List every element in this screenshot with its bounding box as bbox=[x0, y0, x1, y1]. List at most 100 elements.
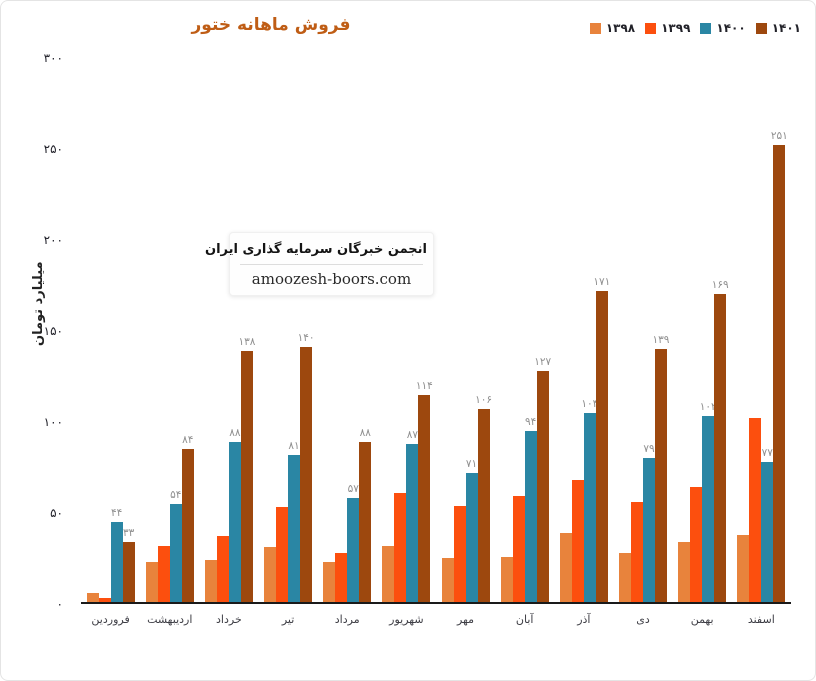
bar-wrap bbox=[512, 496, 525, 602]
bar-wrap: ۸۸ bbox=[228, 427, 241, 602]
bar-s4-m4 bbox=[300, 347, 313, 602]
x-axis-label-m8: آبان bbox=[515, 613, 534, 626]
bar-group-m11: ۱۰۲ ۱۶۹ bbox=[678, 279, 729, 602]
bar-s2-m6 bbox=[394, 492, 407, 602]
bar-wrap bbox=[678, 541, 691, 602]
bar-value-label: ۵۴ bbox=[170, 488, 182, 501]
bar-wrap: ۱۰۲ bbox=[699, 401, 717, 602]
bar-wrap: ۴۴ bbox=[110, 506, 123, 602]
bar-value-label: ۲۵۱ bbox=[770, 130, 788, 143]
legend-swatch-icon bbox=[755, 22, 767, 34]
bar-s3-m1 bbox=[110, 521, 123, 602]
bar-s1-m4 bbox=[264, 547, 277, 602]
legend-label: ۱۳۹۹ bbox=[661, 21, 691, 35]
bar-s1-m12 bbox=[737, 534, 750, 602]
legend-swatch-icon bbox=[589, 22, 601, 34]
bar-wrap: ۱۱۴ bbox=[416, 380, 433, 602]
legend-item-3: ۱۴۰۰ bbox=[700, 21, 746, 35]
bar-wrap bbox=[571, 480, 584, 602]
bar-s4-m3 bbox=[240, 350, 253, 602]
bar-s4-m2 bbox=[181, 449, 194, 602]
bar-wrap bbox=[86, 592, 99, 602]
bar-group-m12: ۷۷ ۲۵۱ bbox=[737, 130, 788, 602]
bar-group-m1: ۴۴ ۳۳ bbox=[86, 506, 135, 602]
bar-s4-m7 bbox=[477, 409, 490, 602]
legend-label: ۱۳۹۸ bbox=[605, 21, 636, 35]
bar-value-label: ۱۰۲ bbox=[699, 401, 717, 414]
bar-value-label: ۷۱ bbox=[465, 457, 478, 470]
bar-s3-m8 bbox=[524, 430, 537, 602]
bar-wrap: ۷۷ bbox=[761, 447, 774, 602]
plot-area: ۴۴ ۳۳ ۵۴ ۸۴ ۸۸ ۱۳۸ ۸۱ ۱۴۰ ۵۷ ۸۸ ۸۷ ۱۱۴ ۷۱ ۱۰۶ ۹۴ ۱۲۷ ۱۰۴… bbox=[81, 58, 791, 604]
bar-s4-m12 bbox=[773, 145, 786, 602]
bar-wrap bbox=[145, 561, 158, 602]
bar-group-m5: ۵۷ ۸۸ bbox=[323, 427, 372, 602]
bar-wrap: ۸۴ bbox=[181, 434, 194, 602]
bar-wrap: ۱۴۰ bbox=[298, 332, 315, 602]
bar-wrap: ۹۴ bbox=[524, 415, 537, 602]
bar-wrap: ۳۳ bbox=[122, 526, 135, 602]
bar-wrap: ۸۷ bbox=[406, 428, 419, 602]
bar-wrap: ۷۹ bbox=[642, 443, 655, 602]
y-tick-label: ۱۰۰ bbox=[43, 415, 63, 429]
y-tick-label: ۲۰۰ bbox=[43, 233, 63, 247]
bar-wrap bbox=[157, 545, 170, 602]
bar-wrap: ۵۷ bbox=[347, 483, 360, 602]
bar-group-m3: ۸۸ ۱۳۸ bbox=[204, 335, 256, 602]
bar-wrap: ۸۱ bbox=[288, 439, 301, 602]
x-axis-label-m1: فروردین bbox=[91, 613, 130, 626]
legend: ۱۳۹۸ ۱۳۹۹ ۱۴۰۰ ۱۴۰۱ bbox=[589, 21, 801, 35]
bar-wrap: ۱۳۹ bbox=[653, 334, 669, 602]
bar-s1-m2 bbox=[145, 561, 158, 602]
bar-s1-m7 bbox=[441, 558, 454, 602]
bar-value-label: ۱۶۹ bbox=[711, 279, 729, 292]
bar-s1-m11 bbox=[678, 541, 691, 602]
legend-label: ۱۴۰۰ bbox=[716, 21, 746, 35]
bar-group-m2: ۵۴ ۸۴ bbox=[145, 434, 194, 602]
x-axis-label-m9: آذر bbox=[577, 613, 591, 626]
bar-value-label: ۹۴ bbox=[525, 415, 537, 428]
bar-s3-m6 bbox=[406, 443, 419, 602]
bar-s4-m1 bbox=[122, 541, 135, 602]
bar-value-label: ۸۴ bbox=[182, 434, 194, 447]
bar-s2-m9 bbox=[571, 480, 584, 602]
bar-s2-m8 bbox=[512, 496, 525, 602]
bar-wrap bbox=[276, 507, 289, 602]
bar-value-label: ۴۴ bbox=[110, 506, 123, 519]
chart-title: فروش ماهانه ختور bbox=[191, 15, 351, 35]
bar-s3-m5 bbox=[347, 498, 360, 602]
bar-value-label: ۱۲۷ bbox=[534, 355, 552, 368]
bar-value-label: ۷۹ bbox=[643, 443, 655, 456]
bar-s2-m5 bbox=[335, 552, 348, 602]
y-tick-label: ۰ bbox=[56, 597, 63, 611]
x-axis-label-m10: دی bbox=[636, 613, 650, 626]
bar-s2-m4 bbox=[276, 507, 289, 602]
bar-s4-m5 bbox=[359, 441, 372, 602]
bar-value-label: ۸۱ bbox=[288, 439, 300, 452]
bar-s4-m6 bbox=[418, 394, 431, 602]
bar-wrap bbox=[749, 418, 762, 602]
bar-group-m9: ۱۰۴ ۱۷۱ bbox=[559, 275, 611, 602]
bar-value-label: ۵۷ bbox=[347, 483, 359, 496]
bar-value-label: ۱۷۱ bbox=[593, 275, 611, 288]
bar-wrap bbox=[453, 505, 466, 602]
x-axis-label-m5: مرداد bbox=[334, 613, 360, 626]
bar-s1-m3 bbox=[204, 560, 217, 602]
x-axis-label-m4: تیر bbox=[281, 613, 295, 626]
x-axis-labels: فروردین اردیبهشت خرداد تیر مرداد شهریور مهر آبا… bbox=[81, 613, 791, 626]
bar-wrap bbox=[323, 561, 336, 602]
bar-value-label: ۸۷ bbox=[406, 428, 418, 441]
bar-wrap: ۱۷۱ bbox=[593, 275, 611, 602]
bar-wrap bbox=[204, 560, 217, 602]
bar-value-label: ۳۳ bbox=[122, 526, 135, 539]
bar-wrap bbox=[500, 556, 513, 602]
bar-s2-m10 bbox=[630, 501, 643, 602]
bar-s1-m9 bbox=[559, 532, 572, 602]
x-axis-label-m7: مهر bbox=[456, 613, 475, 626]
bar-wrap: ۵۴ bbox=[169, 488, 182, 602]
bar-value-label: ۱۳۸ bbox=[238, 335, 256, 348]
bar-wrap bbox=[335, 552, 348, 602]
y-tick-label: ۵۰ bbox=[50, 506, 63, 520]
y-tick-label: ۱۵۰ bbox=[43, 324, 63, 338]
bar-wrap bbox=[264, 547, 277, 602]
